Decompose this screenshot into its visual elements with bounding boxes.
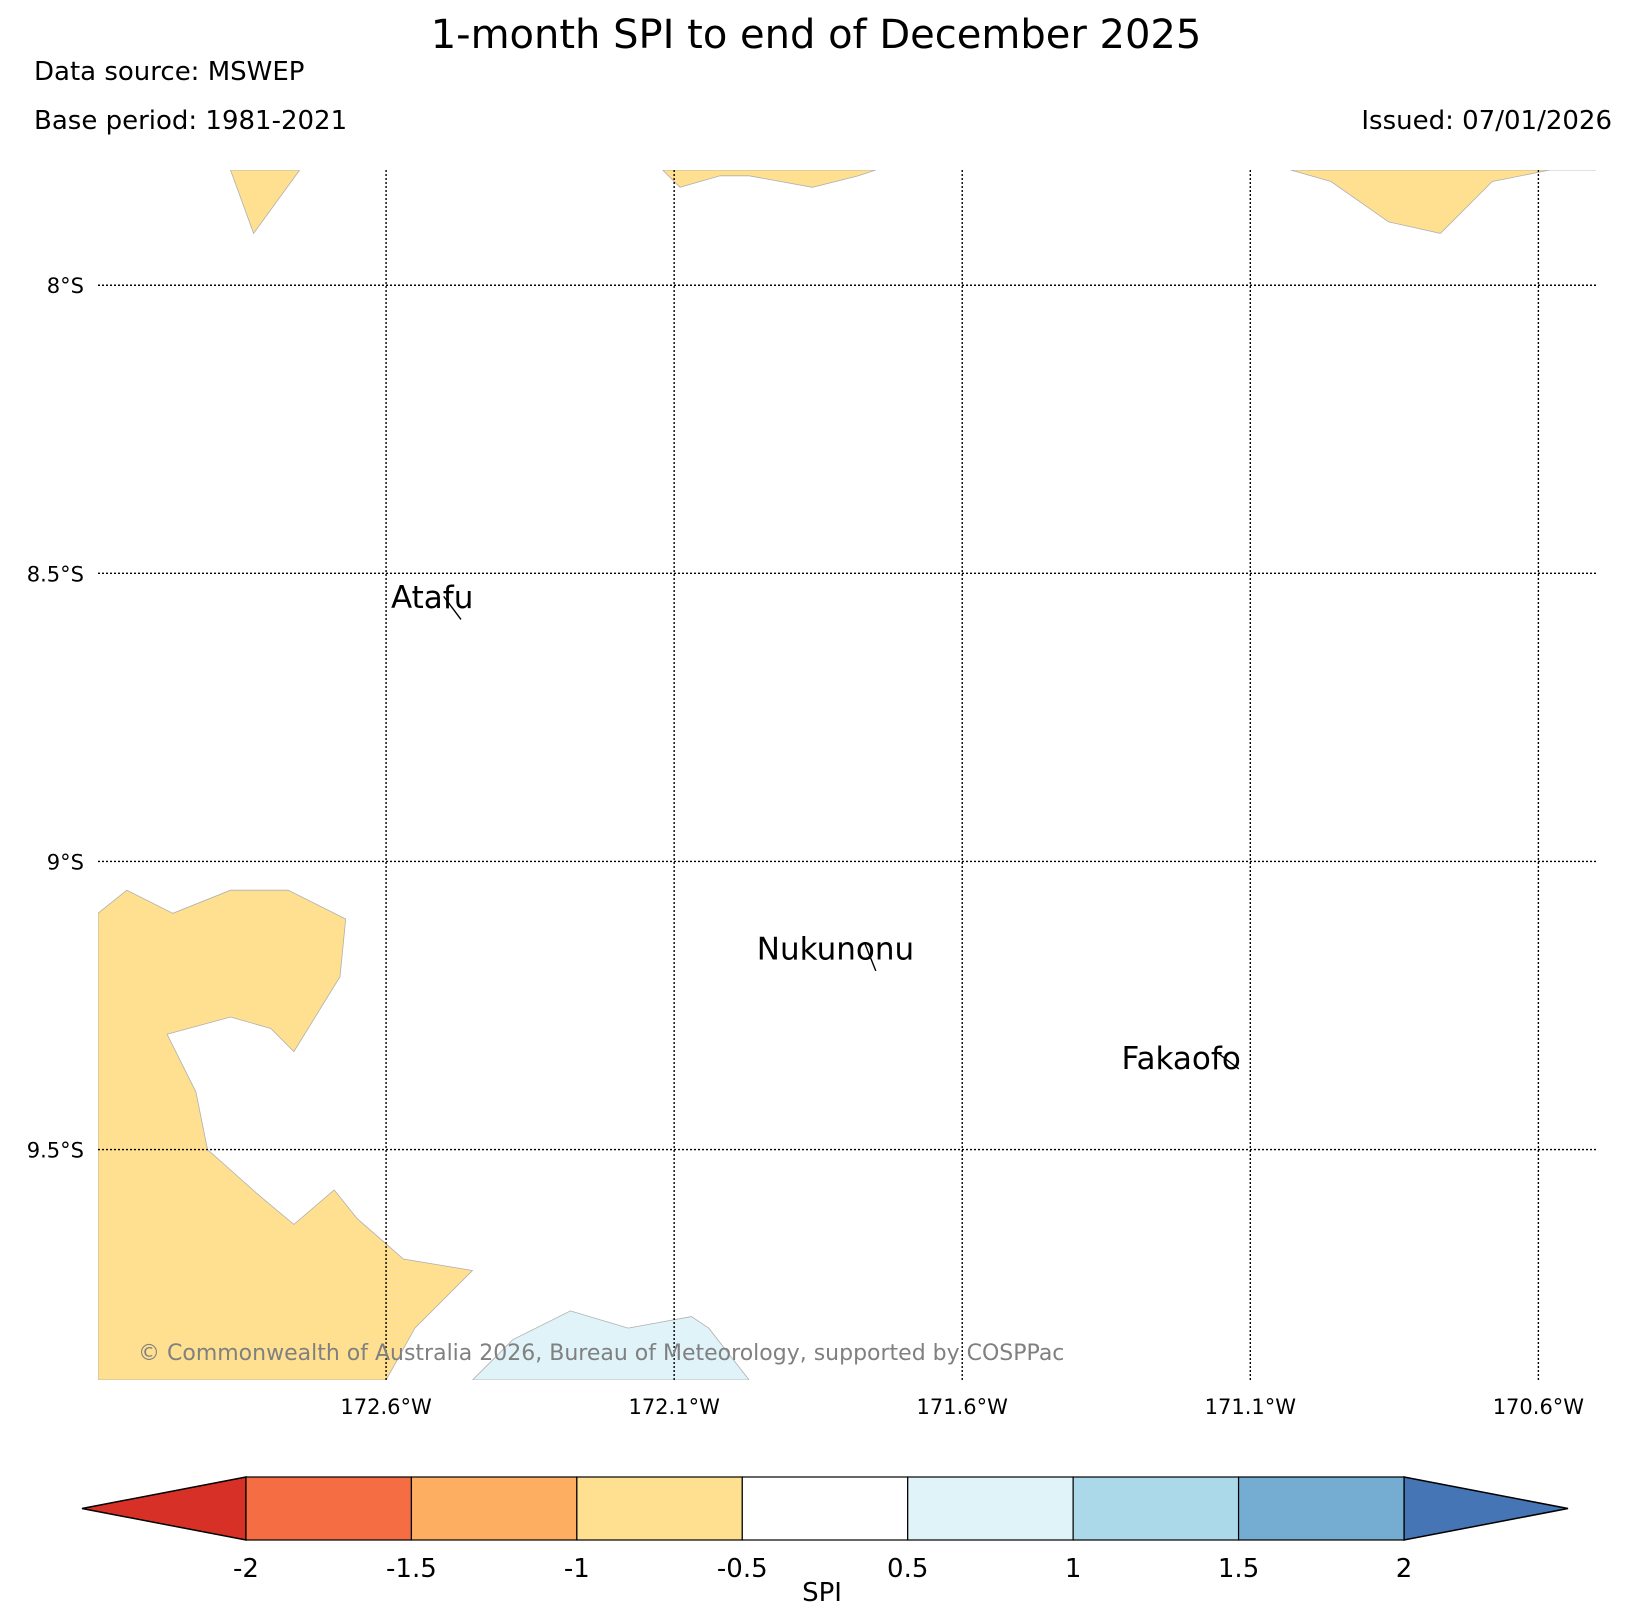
spi-region-0 (230, 170, 301, 235)
colorbar-tick-label: 1.5 (1218, 1554, 1259, 1584)
place-labels: Atafu Nukunonu Fakaofo (391, 580, 1241, 1077)
colorbar-swatch-3 (741, 1476, 909, 1541)
colorbar-swatch-0 (245, 1476, 413, 1541)
lat-tick-label: 8°S (47, 274, 84, 298)
lat-tick-label: 8.5°S (27, 562, 84, 586)
map-axis-ticks: 172.6°W 172.1°W 171.6°W 171.1°W 170.6°W 8°S 8.… (27, 274, 1585, 1419)
lon-tick-label: 171.1°W (1205, 1395, 1297, 1419)
colorbar-tick-label: -1.5 (386, 1554, 437, 1584)
data-source-text: Data source: MSWEP (34, 57, 304, 87)
colorbar-tick-label: -0.5 (717, 1554, 768, 1584)
colorbar-over-arrow (1403, 1476, 1569, 1541)
lon-tick-label: 171.6°W (917, 1395, 1009, 1419)
spi-region-4 (471, 1310, 750, 1380)
spi-shaded-regions (98, 170, 1596, 1380)
place-leader-line (1215, 1051, 1240, 1070)
lat-tick-label: 9°S (47, 850, 84, 874)
base-period-text: Base period: 1981-2021 (34, 106, 347, 136)
colorbar-tick-label: -2 (233, 1554, 259, 1584)
spi-region-2 (1290, 170, 1596, 234)
spi-region-3 (98, 889, 474, 1380)
lon-tick-label: 172.6°W (340, 1395, 432, 1419)
colorbar-label: SPI (802, 1578, 842, 1608)
colorbar-swatch-2 (576, 1476, 743, 1541)
spi-colorbar: -2 -1.5 -1 -0.5 0.5 1 1.5 2 (81, 1476, 1569, 1584)
place-leader-line (863, 941, 877, 972)
colorbar-swatch-1 (410, 1476, 578, 1541)
colorbar-tick-label: 2 (1396, 1554, 1413, 1584)
lat-tick-label: 9.5°S (27, 1139, 84, 1163)
colorbar-under-arrow (81, 1476, 247, 1541)
spi-region-1 (662, 170, 876, 188)
figure-title: 1-month SPI to end of December 2025 (431, 12, 1202, 58)
lon-tick-label: 172.1°W (628, 1395, 720, 1419)
place-label-fakaofo: Fakaofo (1122, 1041, 1241, 1077)
colorbar-swatch-5 (1072, 1476, 1240, 1541)
place-label-atafu: Atafu (391, 580, 473, 616)
issued-date-text: Issued: 07/01/2026 (1361, 106, 1612, 136)
map-gridlines (98, 170, 1596, 1380)
colorbar-tick-label: 1 (1065, 1554, 1082, 1584)
copyright-credit: © Commonwealth of Australia 2026, Bureau… (138, 1341, 1064, 1366)
colorbar-tick-label: -1 (564, 1554, 590, 1584)
colorbar-swatch-4 (907, 1476, 1074, 1541)
place-label-nukunonu: Nukunonu (757, 931, 914, 967)
place-leader-line (443, 595, 462, 620)
colorbar-tick-label: 0.5 (887, 1554, 928, 1584)
colorbar-swatch-6 (1237, 1476, 1405, 1541)
lon-tick-label: 170.6°W (1493, 1395, 1585, 1419)
